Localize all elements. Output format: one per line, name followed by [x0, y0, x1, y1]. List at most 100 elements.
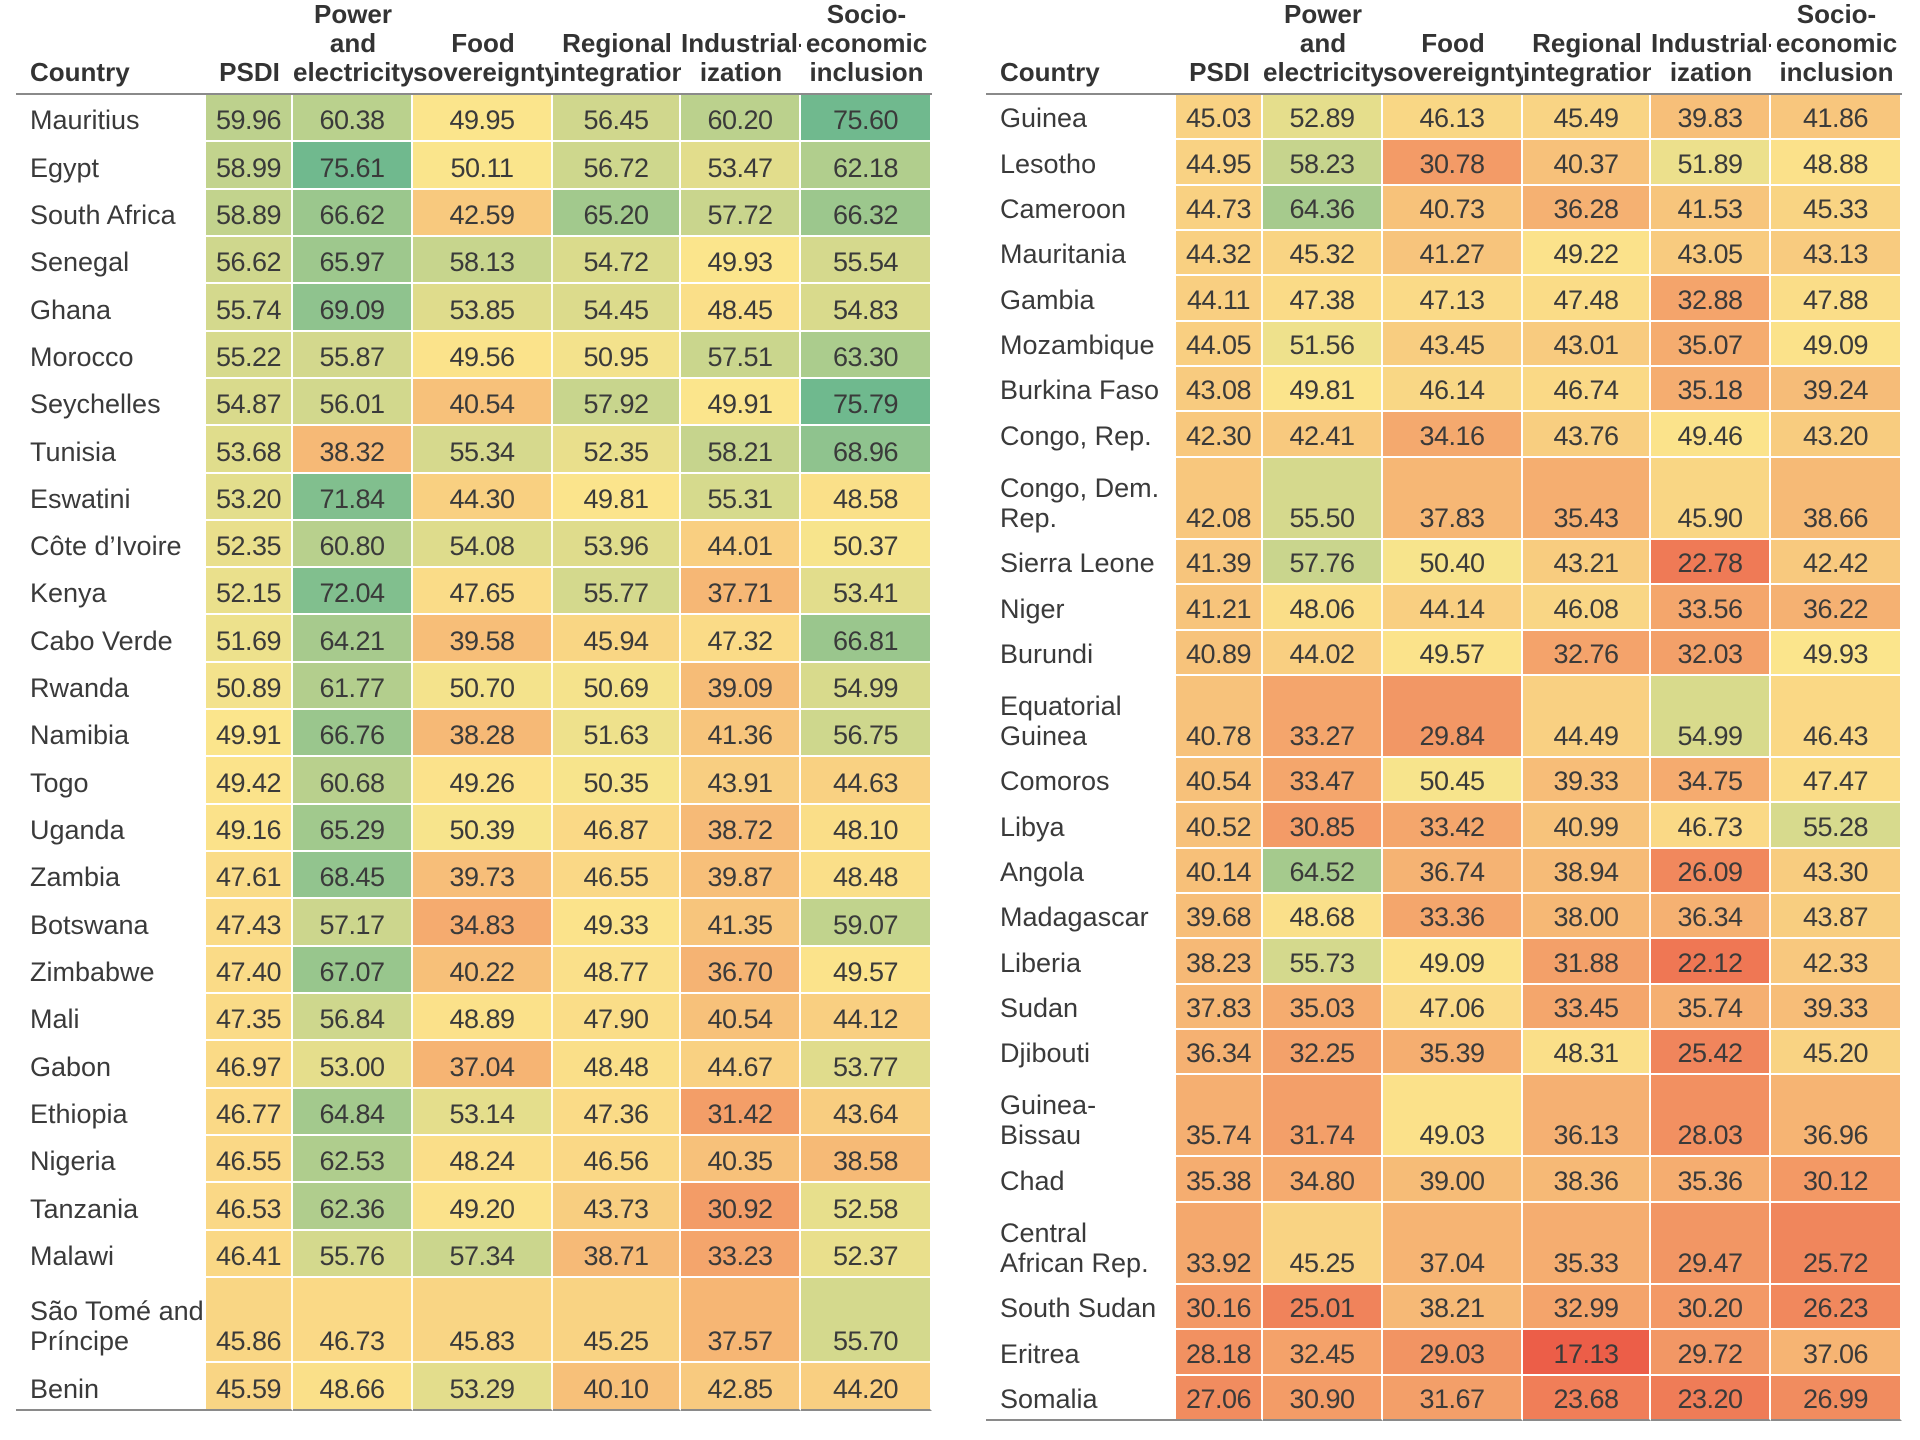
value-cell-regional-integration: 36.28: [1523, 185, 1651, 232]
value-cell-power-and-electricity: 51.56: [1263, 321, 1383, 368]
table-row: Egypt 58.99 75.61 50.11 56.72 53.47 62.18: [16, 142, 932, 190]
value-cell-industrial-ization: 22.12: [1651, 939, 1771, 985]
value-cell-psdi: 40.78: [1176, 675, 1263, 758]
country-cell: Tanzania: [16, 1183, 206, 1231]
value-cell-socio-economic-inclusion: 55.54: [801, 236, 932, 285]
value-cell-food-sovereignty: 46.13: [1383, 95, 1523, 141]
column-header-6: Socio-economic inclusion: [1771, 0, 1902, 95]
value-cell-regional-integration: 45.49: [1523, 95, 1651, 141]
value-cell-psdi: 45.03: [1176, 95, 1263, 141]
value-cell-power-and-electricity: 69.09: [293, 284, 413, 332]
value-cell-regional-integration: 38.00: [1523, 894, 1651, 940]
country-cell: South Sudan: [986, 1284, 1176, 1331]
table-row: Somalia 27.06 30.90 31.67 23.68 23.20 26.99: [986, 1375, 1902, 1421]
value-cell-food-sovereignty: 49.95: [413, 95, 553, 143]
value-cell-psdi: 46.53: [206, 1183, 293, 1231]
value-cell-socio-economic-inclusion: 53.41: [801, 568, 932, 616]
table-body: Guinea 45.03 52.89 46.13 45.49 39.83 41.86 Leso…: [986, 95, 1902, 1421]
value-cell-food-sovereignty: 29.84: [1383, 675, 1523, 758]
country-cell: Sudan: [986, 984, 1176, 1031]
value-cell-power-and-electricity: 65.97: [293, 236, 413, 285]
value-cell-socio-economic-inclusion: 66.32: [801, 189, 932, 237]
value-cell-psdi: 46.41: [206, 1230, 293, 1278]
column-header-line: economic: [1775, 28, 1898, 58]
country-cell: Liberia: [986, 939, 1176, 985]
value-cell-regional-integration: 47.48: [1523, 276, 1651, 322]
value-cell-regional-integration: 51.63: [553, 710, 681, 758]
value-cell-food-sovereignty: 49.03: [1383, 1075, 1523, 1158]
value-cell-regional-integration: 57.92: [553, 378, 681, 427]
value-cell-psdi: 59.96: [206, 95, 293, 143]
value-cell-industrial-ization: 32.88: [1651, 276, 1771, 322]
table-row: Tunisia 53.68 38.32 55.34 52.35 58.21 68.96: [16, 426, 932, 474]
value-cell-socio-economic-inclusion: 75.79: [801, 378, 932, 427]
value-cell-regional-integration: 48.77: [553, 946, 681, 994]
value-cell-regional-integration: 45.25: [553, 1277, 681, 1364]
value-cell-socio-economic-inclusion: 26.99: [1771, 1375, 1902, 1421]
value-cell-psdi: 42.30: [1176, 412, 1263, 458]
value-cell-regional-integration: 32.99: [1523, 1284, 1651, 1331]
value-cell-psdi: 30.16: [1176, 1284, 1263, 1331]
table-row: Zambia 47.61 68.45 39.73 46.55 39.87 48.48: [16, 852, 932, 900]
value-cell-regional-integration: 40.10: [553, 1363, 681, 1411]
column-header-line: PSDI: [219, 57, 280, 87]
value-cell-regional-integration: 40.99: [1523, 803, 1651, 849]
country-cell: Cabo Verde: [16, 615, 206, 663]
country-cell: Comoros: [986, 757, 1176, 804]
column-header-line: Country: [30, 57, 130, 87]
country-cell: Egypt: [16, 142, 206, 190]
value-cell-regional-integration: 54.45: [553, 284, 681, 332]
value-cell-industrial-ization: 33.56: [1651, 585, 1771, 631]
value-cell-food-sovereignty: 33.36: [1383, 894, 1523, 940]
value-cell-industrial-ization: 37.57: [681, 1277, 801, 1364]
value-cell-socio-economic-inclusion: 52.37: [801, 1230, 932, 1278]
table-row: Burkina Faso 43.08 49.81 46.14 46.74 35.18 39.…: [986, 367, 1902, 413]
value-cell-regional-integration: 65.20: [553, 189, 681, 237]
table-row: Uganda 49.16 65.29 50.39 46.87 38.72 48.10: [16, 804, 932, 852]
value-cell-power-and-electricity: 55.73: [1263, 939, 1383, 985]
table-row: Côte d’Ivoire 52.35 60.80 54.08 53.96 44.01 50…: [16, 520, 932, 569]
value-cell-regional-integration: 47.36: [553, 1088, 681, 1136]
value-cell-socio-economic-inclusion: 39.24: [1771, 367, 1902, 413]
value-cell-psdi: 49.42: [206, 757, 293, 805]
value-cell-industrial-ization: 41.35: [681, 899, 801, 947]
value-cell-power-and-electricity: 33.47: [1263, 757, 1383, 804]
table-row: Rwanda 50.89 61.77 50.70 50.69 39.09 54.99: [16, 662, 932, 711]
table-row: Sudan 37.83 35.03 47.06 33.45 35.74 39.33: [986, 984, 1902, 1031]
value-cell-food-sovereignty: 35.39: [1383, 1030, 1523, 1076]
value-cell-regional-integration: 38.71: [553, 1230, 681, 1278]
value-cell-power-and-electricity: 31.74: [1263, 1075, 1383, 1158]
value-cell-psdi: 58.89: [206, 189, 293, 237]
value-cell-socio-economic-inclusion: 43.20: [1771, 412, 1902, 458]
column-header-6: Socio-economic inclusion: [801, 0, 932, 95]
value-cell-food-sovereignty: 53.85: [413, 284, 553, 332]
country-cell: Namibia: [16, 710, 206, 758]
value-cell-power-and-electricity: 30.90: [1263, 1375, 1383, 1421]
value-cell-industrial-ization: 29.72: [1651, 1330, 1771, 1376]
value-cell-regional-integration: 55.77: [553, 568, 681, 616]
value-cell-socio-economic-inclusion: 49.09: [1771, 321, 1902, 368]
table-row: Kenya 52.15 72.04 47.65 55.77 37.71 53.41: [16, 568, 932, 616]
country-cell: Cameroon: [986, 185, 1176, 232]
value-cell-food-sovereignty: 49.57: [1383, 630, 1523, 676]
value-cell-power-and-electricity: 49.81: [1263, 367, 1383, 413]
value-cell-psdi: 54.87: [206, 378, 293, 427]
column-header-line: Industrial-: [1651, 28, 1771, 58]
value-cell-industrial-ization: 43.91: [681, 757, 801, 805]
value-cell-regional-integration: 53.96: [553, 520, 681, 569]
value-cell-socio-economic-inclusion: 49.57: [801, 946, 932, 994]
value-cell-industrial-ization: 23.20: [1651, 1375, 1771, 1421]
value-cell-socio-economic-inclusion: 47.47: [1771, 757, 1902, 804]
value-cell-power-and-electricity: 60.80: [293, 520, 413, 569]
value-cell-power-and-electricity: 72.04: [293, 568, 413, 616]
value-cell-industrial-ization: 32.03: [1651, 630, 1771, 676]
value-cell-regional-integration: 50.35: [553, 757, 681, 805]
value-cell-power-and-electricity: 30.85: [1263, 803, 1383, 849]
column-header-line: Power and: [1283, 0, 1363, 58]
value-cell-power-and-electricity: 62.36: [293, 1183, 413, 1231]
value-cell-industrial-ization: 36.70: [681, 946, 801, 994]
country-cell: Eswatini: [16, 473, 206, 521]
value-cell-industrial-ization: 54.99: [1651, 675, 1771, 758]
value-cell-power-and-electricity: 53.00: [293, 1041, 413, 1089]
value-cell-regional-integration: 39.33: [1523, 757, 1651, 804]
